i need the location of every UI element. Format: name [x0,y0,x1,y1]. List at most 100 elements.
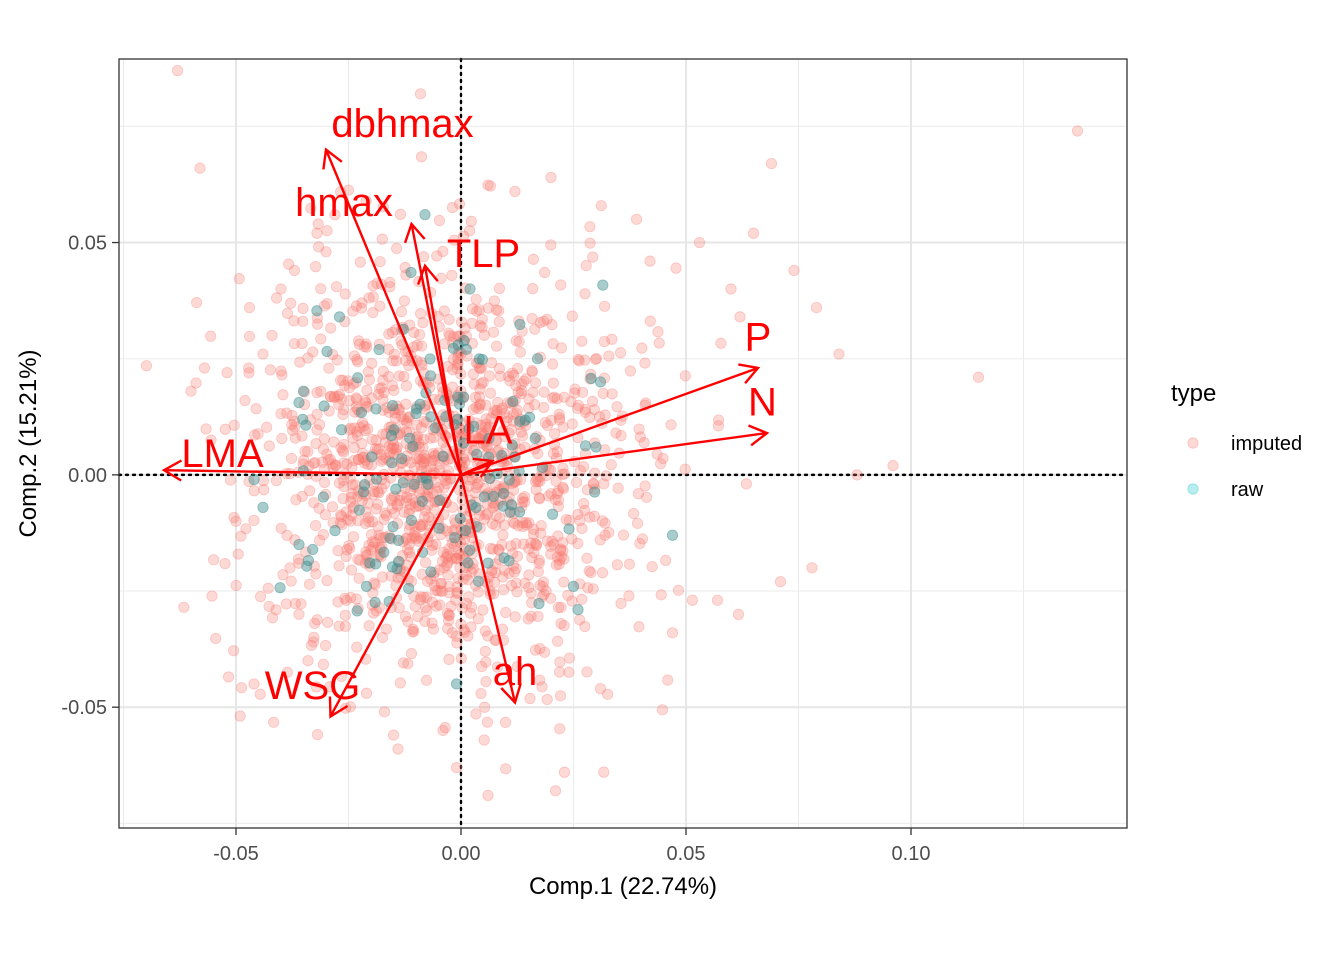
imputed-point [311,728,324,741]
imputed-point [480,413,492,425]
imputed-point [554,554,566,566]
imputed-point [552,494,565,506]
imputed-point [555,342,568,354]
imputed-point [527,283,539,295]
imputed-point [402,544,414,556]
imputed-point [338,457,350,469]
imputed-point [528,547,540,559]
imputed-point [446,201,459,214]
raw-point [594,376,607,388]
imputed-point [473,477,485,489]
imputed-point [533,554,545,566]
imputed-point [476,313,488,325]
imputed-point [206,590,218,602]
imputed-point [392,403,405,416]
imputed-point [317,443,330,455]
imputed-point [487,543,499,555]
imputed-point [315,333,327,345]
imputed-point [405,492,417,505]
imputed-point [503,567,515,579]
imputed-point [435,577,447,590]
imputed-point [243,362,255,374]
imputed-point [552,485,565,497]
imputed-point [340,506,352,518]
imputed-point [370,503,382,515]
imputed-point [570,476,583,489]
imputed-point [460,569,473,581]
imputed-point [392,572,404,584]
imputed-point [518,538,530,550]
imputed-point [501,412,514,424]
imputed-point [541,535,554,547]
imputed-point [579,504,591,517]
imputed-point [401,417,413,430]
imputed-point [318,476,331,488]
imputed-point [328,436,340,448]
raw-point [405,514,417,526]
raw-point [513,506,526,518]
imputed-point [454,330,466,342]
imputed-point [551,551,563,563]
zero-reference-lines [117,57,1129,830]
imputed-point [337,492,349,505]
imputed-point [492,543,505,556]
imputed-point [243,367,255,379]
imputed-point [474,399,486,411]
imputed-point [289,421,301,433]
imputed-point [455,368,467,380]
raw-point [388,424,400,436]
raw-point [386,457,398,469]
imputed-point [332,596,344,608]
imputed-point [480,509,492,521]
imputed-point [414,594,426,606]
imputed-point [392,743,404,755]
imputed-point [437,245,449,258]
raw-point [373,343,385,356]
imputed-point [426,544,438,556]
imputed-point [494,494,507,506]
imputed-point [307,346,319,358]
imputed-point [551,487,564,499]
imputed-point [590,352,603,365]
imputed-point [420,489,432,501]
imputed-point [277,569,289,581]
imputed-point [527,253,539,265]
imputed-point [535,520,547,532]
imputed-point [410,531,423,543]
imputed-point [369,578,381,591]
raw-point [369,596,381,609]
imputed-point [542,490,555,502]
imputed-point [302,445,314,458]
imputed-point [489,404,501,416]
imputed-point [224,474,237,486]
imputed-point [529,398,541,411]
imputed-point [560,513,572,526]
imputed-point [359,517,371,530]
imputed-point [321,225,333,237]
imputed-point [409,600,421,612]
imputed-point [428,504,440,516]
imputed-point [438,305,450,317]
imputed-point [480,656,492,668]
imputed-point [367,291,379,303]
imputed-point [335,510,347,523]
imputed-point [654,458,667,470]
raw-point [248,473,260,486]
imputed-point [887,459,899,472]
imputed-point [551,393,563,405]
imputed-point [587,251,599,263]
imputed-point [539,266,551,279]
imputed-point [330,460,342,472]
raw-point [449,532,461,544]
imputed-point [516,325,528,337]
imputed-point [523,517,535,529]
imputed-point [432,585,444,597]
imputed-point [275,365,287,377]
loading-arrowhead-dbhmax [322,147,343,170]
raw-point [329,525,341,537]
imputed-point [356,297,368,309]
raw-point [503,474,515,486]
imputed-point [344,542,356,554]
imputed-point [598,335,611,348]
imputed-point [462,545,474,558]
